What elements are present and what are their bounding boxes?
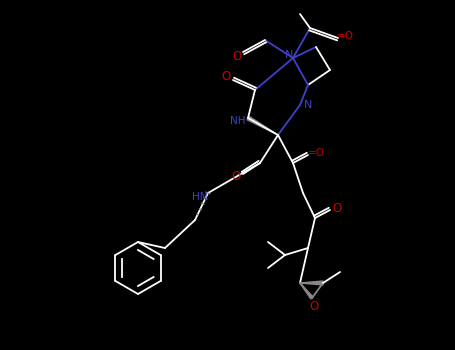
Polygon shape <box>300 283 313 299</box>
Text: O: O <box>232 170 241 183</box>
Text: HN: HN <box>192 192 208 202</box>
Text: =O: =O <box>337 31 354 41</box>
Text: =O: =O <box>308 148 324 158</box>
Text: O: O <box>233 50 242 63</box>
Text: O: O <box>309 301 318 314</box>
Text: N: N <box>285 50 293 60</box>
Text: N: N <box>304 100 312 110</box>
Text: O: O <box>222 70 231 84</box>
Text: NH: NH <box>230 116 246 126</box>
Polygon shape <box>300 281 323 285</box>
Polygon shape <box>247 116 278 135</box>
Text: O: O <box>332 202 342 215</box>
